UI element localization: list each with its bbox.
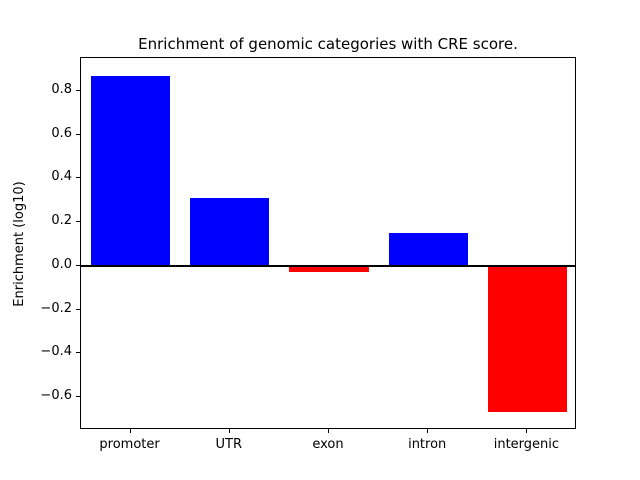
x-tick-mark [427,429,429,433]
x-tick-label-intron: intron [408,437,447,452]
x-tick-mark [526,429,528,433]
bar-UTR [190,198,270,266]
y-tick-label: 0.6 [51,125,72,141]
x-tick-mark [129,429,131,433]
x-tick-mark [328,429,329,433]
y-axis-label: Enrichment (log10) [12,181,27,307]
y-tick-label: 0.2 [51,213,72,229]
y-tick-label: −0.4 [40,344,72,360]
bar-intron [388,233,468,266]
x-tick-mark [228,429,230,433]
y-tick-label: 0.4 [51,169,72,185]
bar-exon [289,265,369,273]
chart-title: Enrichment of genomic categories with CR… [138,35,518,53]
y-tick-label: 0.8 [51,81,72,97]
x-tick-label-intergenic: intergenic [493,437,560,452]
y-tick-mark [76,352,80,354]
y-tick-label: −0.6 [40,388,72,404]
x-tick-label-promoter: promoter [99,437,160,452]
bar-intergenic [487,265,568,413]
y-tick-mark [76,89,80,91]
y-tick-label: −0.2 [40,300,72,316]
y-tick-mark [76,133,80,135]
zero-axis-line [81,264,575,267]
plot-area [80,57,576,429]
y-tick-label: 0.0 [51,256,72,272]
bar-promoter [90,75,171,266]
y-tick-mark [76,308,80,310]
y-tick-mark [76,264,80,266]
y-tick-mark [76,177,80,179]
x-tick-label-UTR: UTR [215,437,243,452]
y-tick-mark [76,396,80,398]
y-tick-mark [76,221,80,223]
x-tick-label-exon: exon [312,437,344,452]
